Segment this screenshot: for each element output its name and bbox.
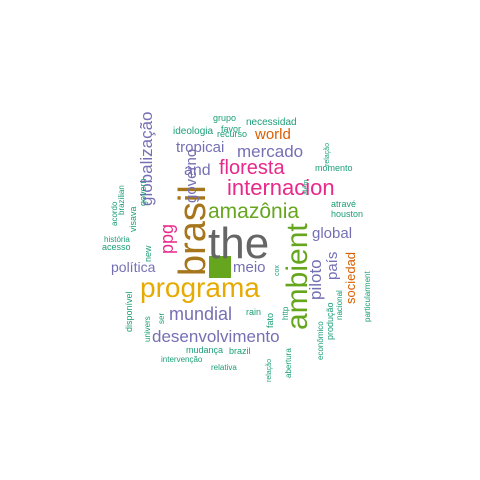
word-floresta: floresta [219,157,285,179]
word-visava: visava [128,206,138,232]
word-cox: cox [274,265,281,276]
word-disponivel: disponível [124,291,134,332]
word-alem: além [303,179,310,195]
word-mercado: mercado [237,142,304,161]
word-mundial: mundial [169,304,233,324]
word-necessidad: necessidad [246,117,297,128]
word-sociedad: sociedad [343,251,358,304]
word-politica: política [111,259,156,275]
word-grupo: grupo [213,113,237,123]
word-amazonia: amazônia [208,200,300,223]
word-internacion: internacion [227,175,335,200]
word-nacional: nacional [335,290,344,320]
word-univers: univers [143,316,152,342]
square-marker [209,256,231,278]
word-tropicai: tropicai [176,139,225,156]
word-desenvolvimento: desenvolvimento [152,327,280,346]
word-and: and [184,162,211,179]
word-particularment: particularment [363,271,372,322]
word-meio: meio [233,259,266,276]
word-ppg: ppg [157,223,177,254]
word-relacao: relação [266,359,273,382]
word-world: world [255,126,291,143]
word-piloto: piloto [306,259,325,300]
word-rain: rain [246,307,262,317]
word-historia: história [104,235,130,244]
word-ideologia: ideologia [173,126,214,137]
word-brazil: brazil [229,346,251,356]
word-govern: govern [138,178,148,206]
word-acesso: acesso [102,242,131,252]
word-new: new [143,245,153,262]
word-programa: programa [140,272,260,303]
word-recurso: recurso [217,129,248,139]
word-http: http [281,306,290,320]
word-relativa: relativa [211,363,237,372]
word-atrave: atravé [331,199,357,209]
word-fato: fato [265,312,275,328]
word-intervencao: intervenção [161,355,203,364]
word-momento: momento [315,163,353,173]
word-favor: favor [221,124,242,134]
word-the: the [208,219,270,268]
word-abertura: abertura [284,348,293,378]
word-houston: houston [331,209,364,219]
word-pais: país [324,251,341,280]
word-mudanca: mudança [186,345,224,355]
word-ser: ser [157,312,166,324]
word-global: global [312,225,353,242]
word-brazilian: brazilian [117,185,126,215]
word-economico: econômico [316,321,325,360]
word-producao: produção [325,302,335,340]
